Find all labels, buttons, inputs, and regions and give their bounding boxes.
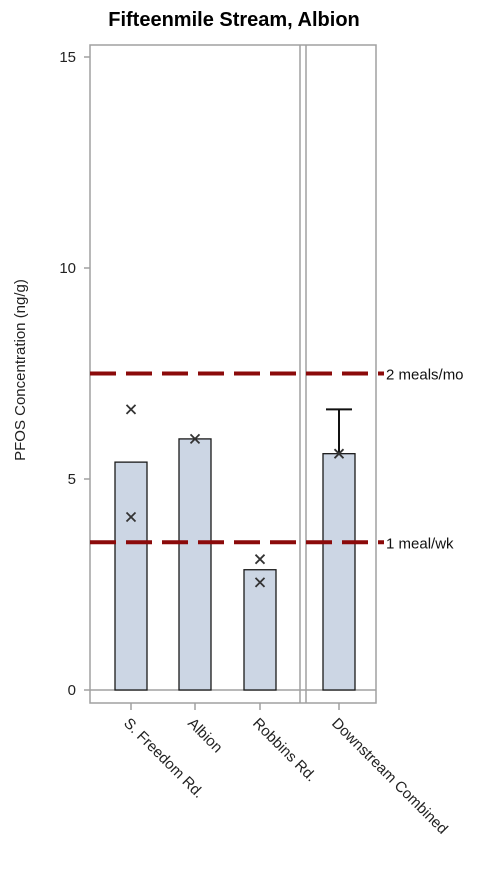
y-tick-label: 0 [68,682,76,699]
chart-title: Fifteenmile Stream, Albion [108,9,360,31]
y-axis-label: PFOS Concentration (ng/g) [12,279,29,461]
y-tick-label: 15 [59,49,76,66]
bar [322,453,356,691]
y-tick-label: 5 [68,471,76,488]
category-label: Albion [184,715,226,757]
category-label: Downstream Combined [328,715,451,838]
sample-point [125,404,137,415]
bar [243,569,277,691]
sample-point [254,554,266,565]
sample-point [254,577,266,588]
chart-marks: 2 meals/mo1 meal/wkS. Freedom Rd.Albion R… [90,45,464,838]
y-axis: 0 5 10 15 [59,49,90,699]
sample-point [333,448,345,459]
sample-point [125,511,137,523]
category-label: Robbins Rd. [249,715,319,785]
sample-point [189,433,201,445]
y-tick-label: 10 [59,260,76,277]
bar [178,438,212,691]
reference-line-label: 1 meal/wk [386,535,454,552]
reference-line-label: 2 meals/mo [386,367,464,384]
bar [114,461,148,691]
